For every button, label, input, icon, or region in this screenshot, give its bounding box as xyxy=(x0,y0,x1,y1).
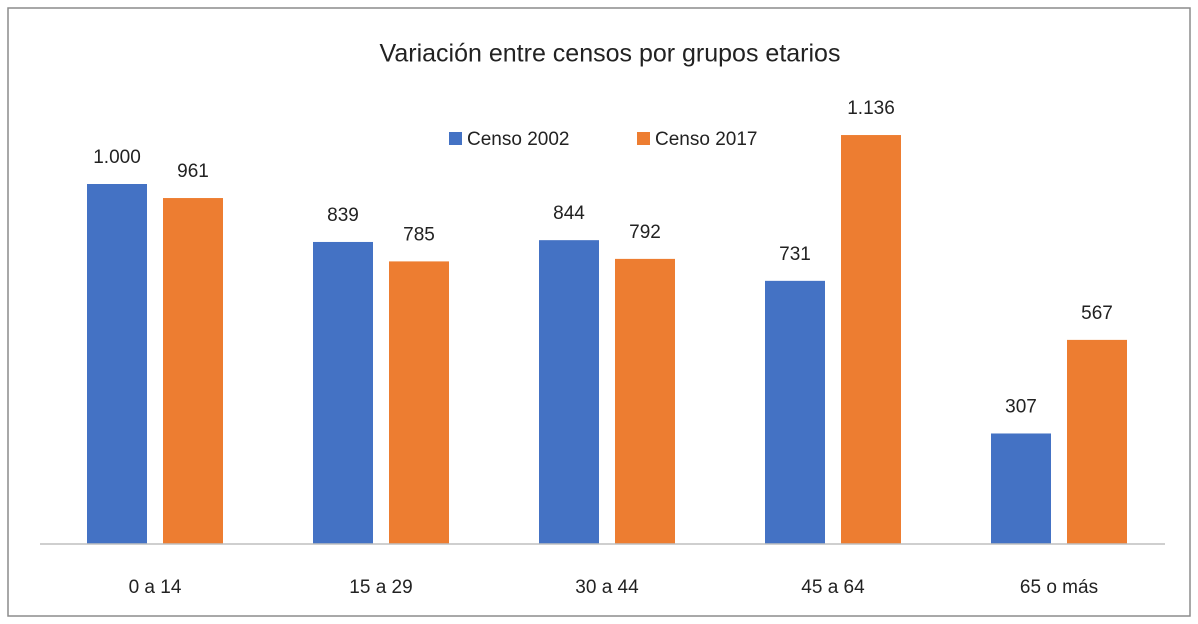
bar xyxy=(841,135,901,545)
bar xyxy=(163,198,223,545)
chart-title: Variación entre censos por grupos etario… xyxy=(380,40,841,68)
data-label: 839 xyxy=(327,205,359,226)
legend-label: Censo 2002 xyxy=(467,129,569,150)
bar xyxy=(1067,339,1127,544)
legend-swatch xyxy=(449,132,462,145)
bar xyxy=(991,433,1051,544)
bar xyxy=(765,280,825,544)
data-label: 844 xyxy=(553,203,585,224)
bar xyxy=(313,241,373,544)
data-label: 567 xyxy=(1081,303,1113,324)
x-tick-label: 65 o más xyxy=(1020,577,1098,598)
data-label: 1.000 xyxy=(93,147,141,168)
x-tick-label: 45 a 64 xyxy=(801,577,865,598)
x-tick-label: 15 a 29 xyxy=(349,577,412,598)
bar xyxy=(87,184,147,544)
x-tick-label: 30 a 44 xyxy=(575,577,639,598)
legend-swatch xyxy=(637,132,650,145)
legend-label: Censo 2017 xyxy=(655,129,757,150)
data-label: 1.136 xyxy=(847,98,895,119)
data-label: 785 xyxy=(403,224,435,245)
data-label: 731 xyxy=(779,244,811,265)
data-label: 961 xyxy=(177,161,209,182)
bar xyxy=(389,261,449,544)
x-tick-label: 0 a 14 xyxy=(129,577,182,598)
data-label: 307 xyxy=(1005,396,1037,417)
bar xyxy=(539,240,599,544)
data-label: 792 xyxy=(629,222,661,243)
bar xyxy=(615,258,675,544)
